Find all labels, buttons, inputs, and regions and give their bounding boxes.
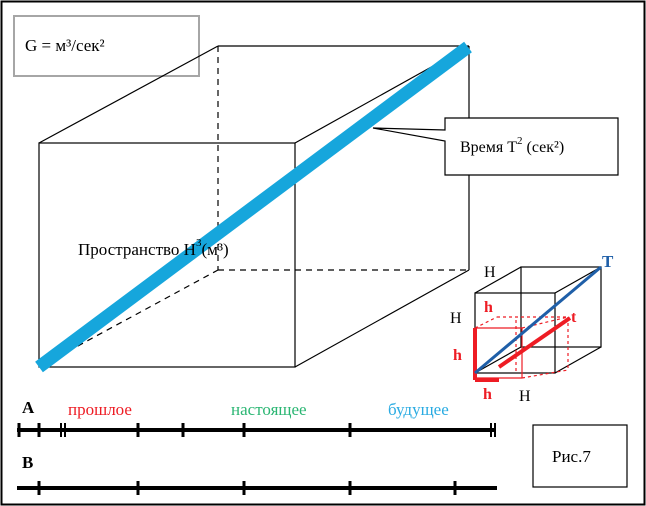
- label-h-top: h: [484, 299, 493, 316]
- figure-caption: Рис.7: [552, 447, 591, 466]
- time-callout: Время T2 (сек²): [372, 117, 619, 176]
- timeline-a: A прошлое настоящее будущее: [17, 398, 496, 437]
- space-label: Пространство H3(м³): [78, 237, 229, 259]
- timeline-b-ticks: [37, 481, 457, 495]
- blue-diagonal: [474, 265, 602, 375]
- timeline-a-ticks: [17, 423, 496, 437]
- label-H-left: H: [450, 310, 462, 327]
- small-cube-diagram: H H H T t h h h: [450, 252, 614, 405]
- label-H-bottom: H: [519, 388, 531, 405]
- label-h-bottom: h: [483, 386, 492, 403]
- label-T: T: [602, 252, 614, 271]
- label-H-top: H: [484, 264, 496, 281]
- red-diagonal: [497, 316, 572, 369]
- label-h-left: h: [453, 347, 462, 364]
- time-diagonal-bar: [35, 41, 472, 373]
- timeline-a-label: A: [22, 398, 35, 417]
- timeline-b: B: [17, 453, 497, 495]
- timeline-a-past: прошлое: [68, 400, 132, 419]
- figure-caption-box: Рис.7: [532, 424, 628, 488]
- timeline-b-label: B: [22, 453, 33, 472]
- timeline-a-present: настоящее: [231, 400, 307, 419]
- time-callout-text: Время T2 (сек²): [460, 135, 564, 156]
- label-t: t: [571, 309, 577, 326]
- formula-text: G = м³/сек²: [25, 36, 105, 55]
- formula-box: G = м³/сек²: [13, 15, 200, 77]
- timeline-a-future: будущее: [388, 400, 449, 419]
